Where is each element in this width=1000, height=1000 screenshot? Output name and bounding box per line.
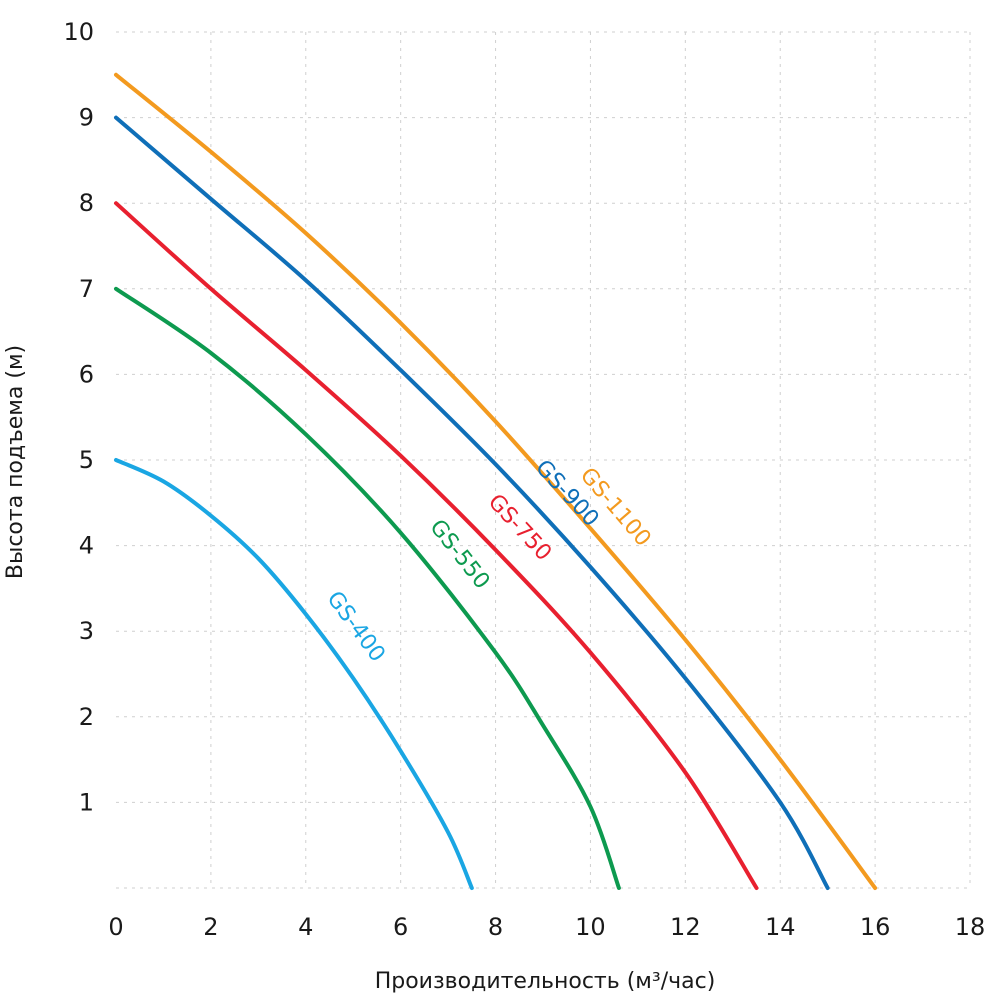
- x-tick-label: 12: [670, 913, 701, 941]
- grid: [116, 31, 971, 889]
- series-label-gs-400: GS-400: [322, 587, 390, 667]
- y-tick-label: 9: [79, 104, 94, 132]
- x-tick-label: 16: [860, 913, 891, 941]
- y-tick-label: 1: [79, 788, 94, 816]
- x-tick-label: 4: [298, 913, 313, 941]
- y-tick-label: 7: [79, 275, 94, 303]
- x-tick-label: 18: [955, 913, 986, 941]
- x-tick-label: 0: [108, 913, 123, 941]
- series-line-gs-1100: [114, 72, 878, 890]
- series-lines: [114, 72, 878, 890]
- y-tick-label: 3: [79, 617, 94, 645]
- y-tick-label: 10: [63, 18, 94, 46]
- y-tick-label: 5: [79, 446, 94, 474]
- x-tick-label: 14: [765, 913, 796, 941]
- x-tick-label: 6: [393, 913, 408, 941]
- series-line-gs-750: [114, 201, 759, 890]
- series-line-gs-550: [114, 286, 621, 890]
- x-axis-title: Производительность (м³/час): [375, 969, 716, 994]
- x-tick-label: 8: [488, 913, 503, 941]
- y-axis-title: Высота подъема (м): [3, 345, 28, 579]
- series-label-gs-750: GS-750: [483, 490, 556, 566]
- x-tick-label: 10: [575, 913, 606, 941]
- y-tick-label: 2: [79, 703, 94, 731]
- series-line-gs-900: [114, 115, 830, 890]
- x-tick-label: 2: [203, 913, 218, 941]
- y-tick-label: 4: [79, 532, 94, 560]
- series-label-gs-550: GS-550: [424, 515, 494, 594]
- y-tick-label: 6: [79, 360, 94, 388]
- y-tick-label: 8: [79, 189, 94, 217]
- series-line-gs-400: [114, 458, 474, 890]
